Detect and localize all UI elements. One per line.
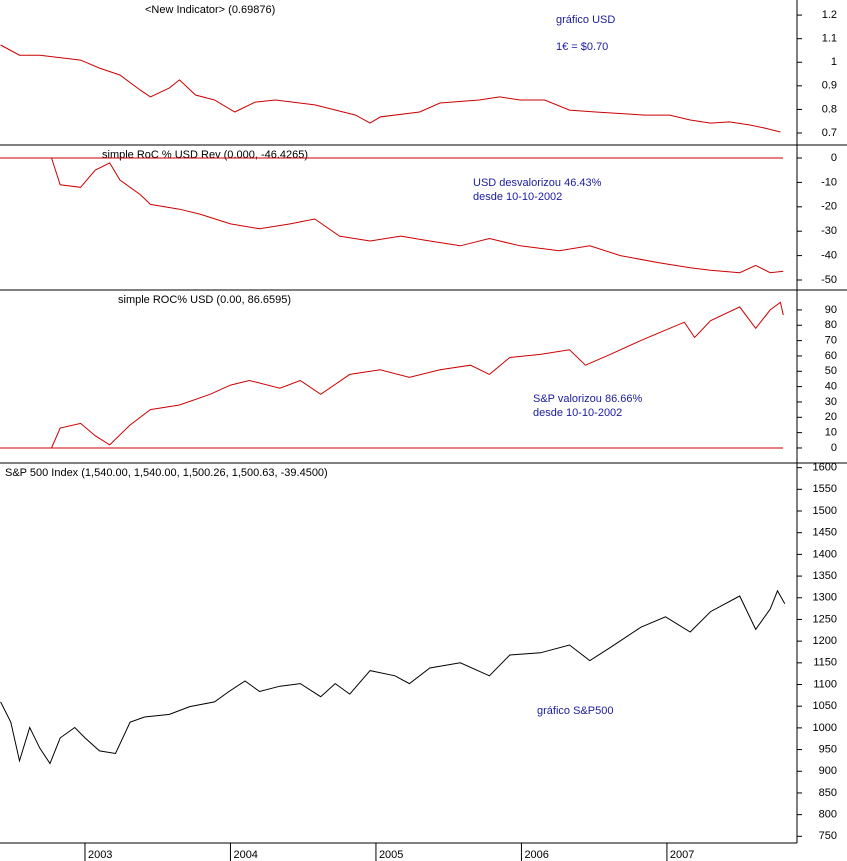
y-tick-label: 1500 — [813, 505, 837, 517]
y-tick-label: 800 — [819, 809, 837, 821]
y-tick-label: 1200 — [813, 635, 837, 647]
y-tick-label: 60 — [825, 350, 837, 362]
x-tick-label: 2004 — [233, 849, 257, 861]
y-tick-label: 750 — [819, 830, 837, 842]
line-series — [0, 589, 786, 765]
y-tick-label: 1550 — [813, 483, 837, 495]
y-tick-label: 1 — [831, 56, 837, 68]
y-tick-label: 850 — [819, 787, 837, 799]
annotation: desde 10-10-2002 — [473, 191, 562, 203]
annotation: USD desvalorizou 46.43% — [473, 177, 602, 189]
line-series — [0, 44, 781, 133]
y-tick-label: 1.1 — [822, 33, 837, 45]
annotation: gráfico S&P500 — [537, 705, 613, 717]
y-tick-label: 30 — [825, 396, 837, 408]
line-series — [51, 301, 784, 449]
panel-title: simple ROC% USD (0.00, 86.6595) — [118, 294, 291, 306]
x-tick-label: 2003 — [88, 849, 112, 861]
line-series — [51, 157, 784, 274]
y-tick-label: 1450 — [813, 527, 837, 539]
y-tick-label: 0 — [831, 442, 837, 454]
panel-title: S&P 500 Index (1,540.00, 1,540.00, 1,500… — [5, 467, 328, 479]
y-tick-label: 0.9 — [822, 80, 837, 92]
y-tick-label: 1300 — [813, 592, 837, 604]
y-tick-label: 0 — [831, 152, 837, 164]
y-tick-label: 1000 — [813, 722, 837, 734]
y-tick-label: 1100 — [813, 678, 837, 690]
y-tick-label: 90 — [825, 304, 837, 316]
y-tick-label: 50 — [825, 365, 837, 377]
annotation: S&P valorizou 86.66% — [533, 393, 642, 405]
y-tick-label: 0.8 — [822, 103, 837, 115]
y-tick-label: 1.2 — [822, 9, 837, 21]
y-tick-label: 950 — [819, 743, 837, 755]
annotation: 1€ = $0.70 — [556, 41, 608, 53]
y-tick-label: 1250 — [813, 613, 837, 625]
y-tick-label: 1400 — [813, 548, 837, 560]
y-tick-label: 10 — [825, 427, 837, 439]
panel-title: <New Indicator> (0.69876) — [145, 4, 275, 16]
annotation: desde 10-10-2002 — [533, 407, 622, 419]
y-tick-label: 900 — [819, 765, 837, 777]
y-tick-label: 40 — [825, 381, 837, 393]
y-tick-label: 1600 — [813, 462, 837, 474]
y-tick-label: -20 — [821, 201, 837, 213]
y-tick-label: -10 — [821, 176, 837, 188]
y-tick-label: 1050 — [813, 700, 837, 712]
y-tick-label: 70 — [825, 335, 837, 347]
y-tick-label: 20 — [825, 411, 837, 423]
panel-title: simple RoC % USD Rev (0.000, -46.4265) — [102, 149, 308, 161]
y-tick-label: -30 — [821, 225, 837, 237]
annotation: gráfico USD — [556, 14, 615, 26]
x-tick-label: 2005 — [379, 849, 403, 861]
y-tick-label: 1150 — [813, 657, 837, 669]
y-tick-label: 0.7 — [822, 127, 837, 139]
y-tick-label: 1350 — [813, 570, 837, 582]
y-tick-label: -50 — [821, 274, 837, 286]
x-tick-label: 2007 — [670, 849, 694, 861]
y-tick-label: 80 — [825, 319, 837, 331]
y-tick-label: -40 — [821, 250, 837, 262]
x-tick-label: 2006 — [524, 849, 548, 861]
